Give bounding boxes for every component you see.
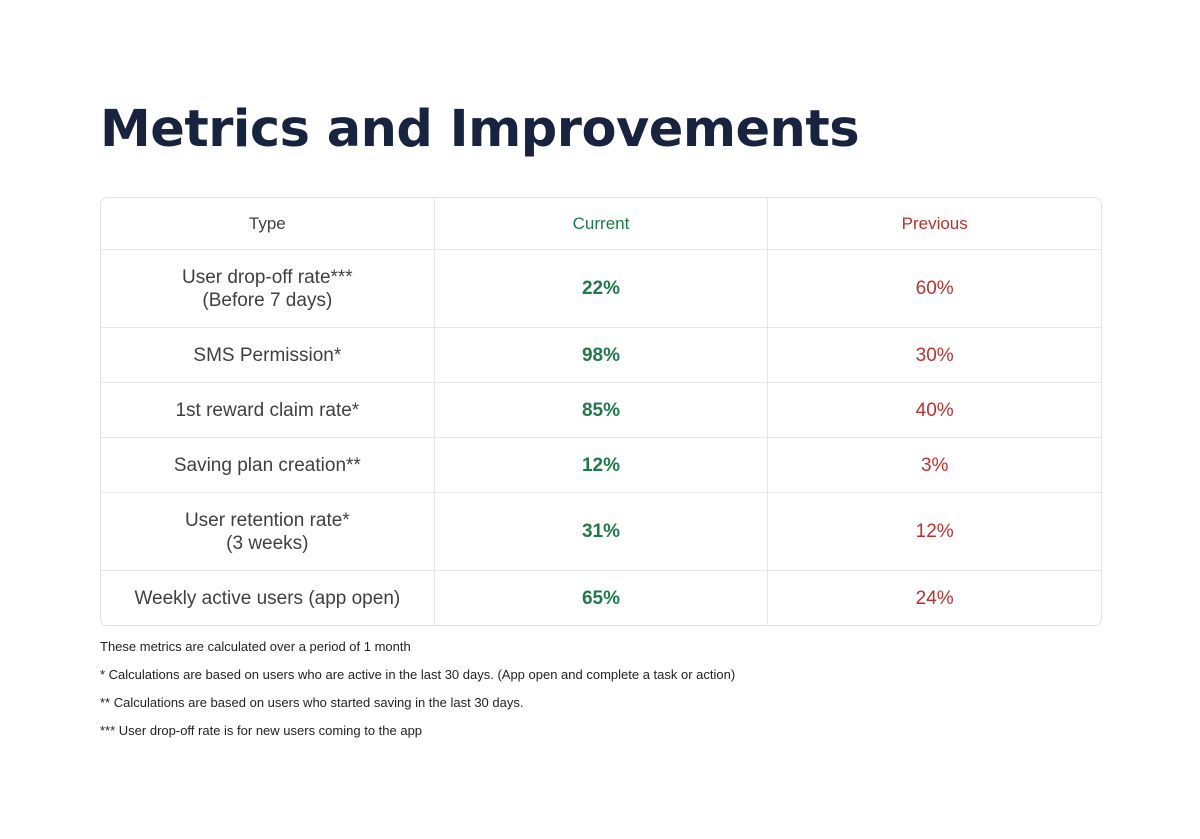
footnote: These metrics are calculated over a peri… bbox=[100, 639, 411, 654]
table-row: User drop-off rate*** (Before 7 days) 22… bbox=[101, 249, 1101, 327]
type-cell: User retention rate* (3 weeks) bbox=[184, 509, 350, 554]
table-header-row: Type Current Previous bbox=[101, 198, 1101, 249]
type-cell: User drop-off rate*** (Before 7 days) bbox=[181, 266, 353, 311]
current-cell: 22% bbox=[433, 250, 768, 327]
previous-cell: 40% bbox=[767, 383, 1101, 437]
table-row: Saving plan creation** 12% 3% bbox=[101, 437, 1101, 492]
footnotes: These metrics are calculated over a peri… bbox=[100, 639, 735, 751]
current-cell: 65% bbox=[433, 571, 768, 625]
type-cell: Saving plan creation** bbox=[173, 454, 361, 476]
footnote: ** Calculations are based on users who s… bbox=[100, 695, 524, 710]
previous-cell: 12% bbox=[767, 493, 1101, 570]
table-row: User retention rate* (3 weeks) 31% 12% bbox=[101, 492, 1101, 570]
previous-cell: 3% bbox=[767, 438, 1101, 492]
current-cell: 31% bbox=[433, 493, 768, 570]
previous-cell: 30% bbox=[767, 328, 1101, 382]
type-cell: 1st reward claim rate* bbox=[175, 399, 360, 421]
previous-cell: 60% bbox=[767, 250, 1101, 327]
table-row: SMS Permission* 98% 30% bbox=[101, 327, 1101, 382]
header-current: Current bbox=[433, 198, 768, 249]
previous-cell: 24% bbox=[767, 571, 1101, 625]
current-cell: 85% bbox=[433, 383, 768, 437]
footnote: * Calculations are based on users who ar… bbox=[100, 667, 736, 682]
type-cell: SMS Permission* bbox=[193, 344, 342, 366]
header-previous: Previous bbox=[767, 198, 1101, 249]
page-title: Metrics and Improvements bbox=[100, 100, 860, 159]
current-cell: 12% bbox=[433, 438, 768, 492]
current-cell: 98% bbox=[433, 328, 768, 382]
table-row: 1st reward claim rate* 85% 40% bbox=[101, 382, 1101, 437]
table-row: Weekly active users (app open) 65% 24% bbox=[101, 570, 1101, 625]
footnote: *** User drop-off rate is for new users … bbox=[100, 723, 423, 738]
metrics-table: Type Current Previous User drop-off rate… bbox=[100, 197, 1102, 626]
header-type: Type bbox=[248, 214, 286, 233]
type-cell: Weekly active users (app open) bbox=[134, 587, 401, 609]
